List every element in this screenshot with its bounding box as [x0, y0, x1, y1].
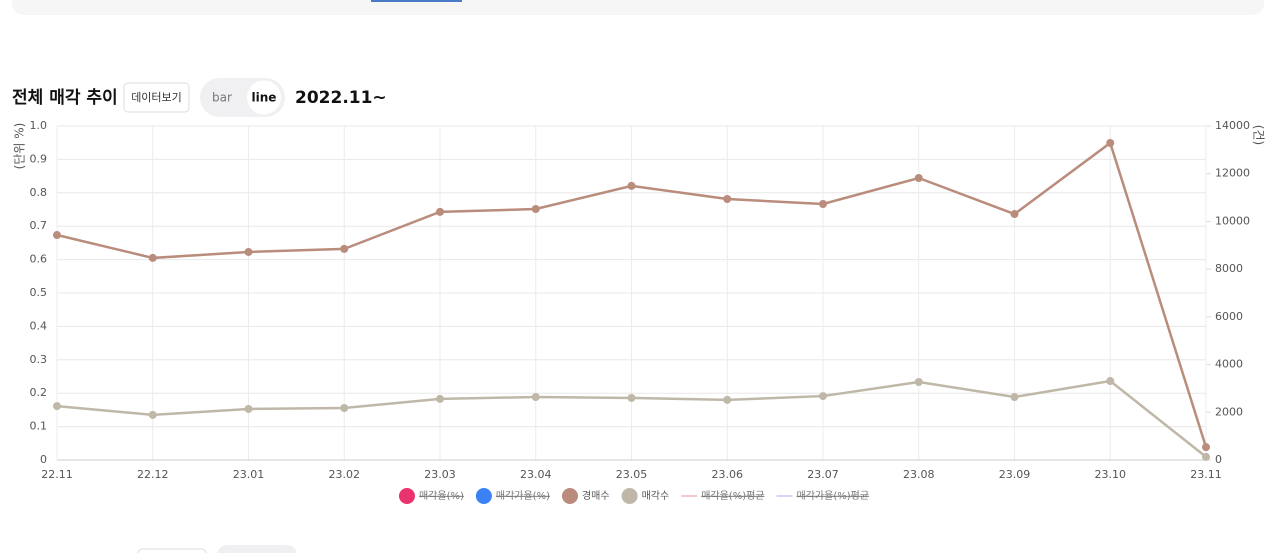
y-tick-label: 0.8: [30, 186, 48, 199]
toggle-knob: [247, 80, 281, 115]
data-button[interactable]: [123, 82, 190, 113]
legend-item[interactable]: 매각율(%)평균: [681, 490, 765, 502]
y-tick-label: 0.7: [30, 219, 48, 232]
y-tick-label: 0.3: [30, 353, 48, 366]
legend-swatch: [561, 488, 578, 504]
data-point: [340, 403, 349, 412]
data-point: [53, 231, 61, 240]
legend-label: 매각수: [642, 490, 670, 502]
y-tick-label: 0.4: [30, 319, 48, 332]
y2-tick-label: 10000: [1215, 214, 1250, 227]
legend-item[interactable]: 매각가율(%)평균: [776, 490, 870, 502]
legend-item[interactable]: 매각율(%): [398, 488, 464, 504]
x-tick-label: 23.01: [233, 468, 265, 481]
y2-tick-label: 12000: [1215, 167, 1250, 180]
data-point: [244, 404, 253, 413]
next-toggle: [217, 545, 297, 557]
legend-item[interactable]: 매각수: [621, 488, 670, 504]
legend-label: 경매수: [582, 489, 610, 502]
x-tick-label: 23.10: [1095, 468, 1127, 481]
data-point: [914, 377, 923, 386]
y2-axis-label: (건): [1252, 125, 1266, 145]
legend-label: 매각율(%)평균: [701, 490, 764, 502]
x-tick-label: 22.12: [137, 468, 169, 481]
top-bar: [12, 0, 1264, 15]
data-point: [1010, 210, 1019, 219]
data-point: [340, 244, 349, 253]
data-point: [1202, 452, 1210, 461]
y-tick-label: 0.6: [30, 253, 48, 266]
x-tick-label: 23.06: [712, 468, 744, 481]
x-tick-label: 23.09: [999, 468, 1031, 481]
data-point: [436, 394, 444, 403]
data-point: [436, 207, 444, 216]
legend-item[interactable]: 매각가율(%): [475, 488, 550, 504]
data-point: [1202, 443, 1210, 452]
legend-label: 매각가율(%): [496, 490, 550, 502]
y-tick-label: 0.2: [30, 386, 48, 399]
data-point: [914, 174, 923, 183]
data-point: [1010, 393, 1019, 402]
y2-tick-label: 0: [1215, 453, 1222, 466]
data-point: [148, 410, 157, 419]
y2-tick-label: 8000: [1215, 262, 1243, 275]
y-tick-label: 0.5: [30, 286, 48, 299]
data-point: [723, 195, 732, 204]
y2-tick-label: 4000: [1215, 358, 1243, 371]
next-button: [137, 548, 207, 557]
y-tick-label: 0: [40, 453, 47, 466]
data-point: [244, 247, 253, 256]
data-point: [148, 253, 157, 262]
legend-item[interactable]: 경매수: [561, 488, 610, 504]
legend-swatch: [621, 488, 638, 504]
y-axis-label: (단위 %): [13, 123, 27, 170]
y-tick-label: 0.9: [30, 152, 48, 165]
data-point: [819, 200, 827, 209]
legend-swatch: [398, 488, 415, 504]
x-tick-label: 23.11: [1190, 468, 1222, 481]
x-tick-label: 23.04: [520, 468, 552, 481]
data-point: [723, 395, 732, 404]
y-tick-label: 0.1: [30, 420, 48, 433]
data-point: [1106, 377, 1115, 386]
data-point: [627, 393, 636, 402]
toggle-option[interactable]: line: [252, 91, 277, 105]
y2-tick-label: 14000: [1215, 119, 1250, 132]
y-tick-label: 1.0: [30, 119, 48, 132]
period: 2022.11~: [295, 88, 387, 108]
data-point: [531, 205, 540, 214]
section-title: 전체 매각 추이: [12, 88, 118, 108]
x-tick-label: 23.07: [807, 468, 839, 481]
x-tick-label: 23.08: [903, 468, 935, 481]
legend-label: 매각가율(%)평균: [797, 490, 870, 502]
data-point: [627, 181, 636, 190]
x-tick-label: 23.03: [424, 468, 456, 481]
data-point: [531, 393, 540, 402]
data-point: [53, 402, 61, 411]
legend-label: 매각율(%): [419, 490, 464, 502]
y2-tick-label: 2000: [1215, 405, 1243, 418]
data-point: [819, 392, 827, 401]
legend-swatch: [475, 488, 492, 504]
tab-underline: [371, 0, 462, 2]
x-tick-label: 22.11: [41, 468, 73, 481]
y2-tick-label: 6000: [1215, 310, 1243, 323]
data-button-label: 데이터보기: [131, 91, 182, 104]
x-tick-label: 23.05: [616, 468, 648, 481]
toggle-option[interactable]: bar: [212, 91, 232, 105]
x-tick-label: 23.02: [329, 468, 361, 481]
data-point: [1106, 138, 1115, 147]
